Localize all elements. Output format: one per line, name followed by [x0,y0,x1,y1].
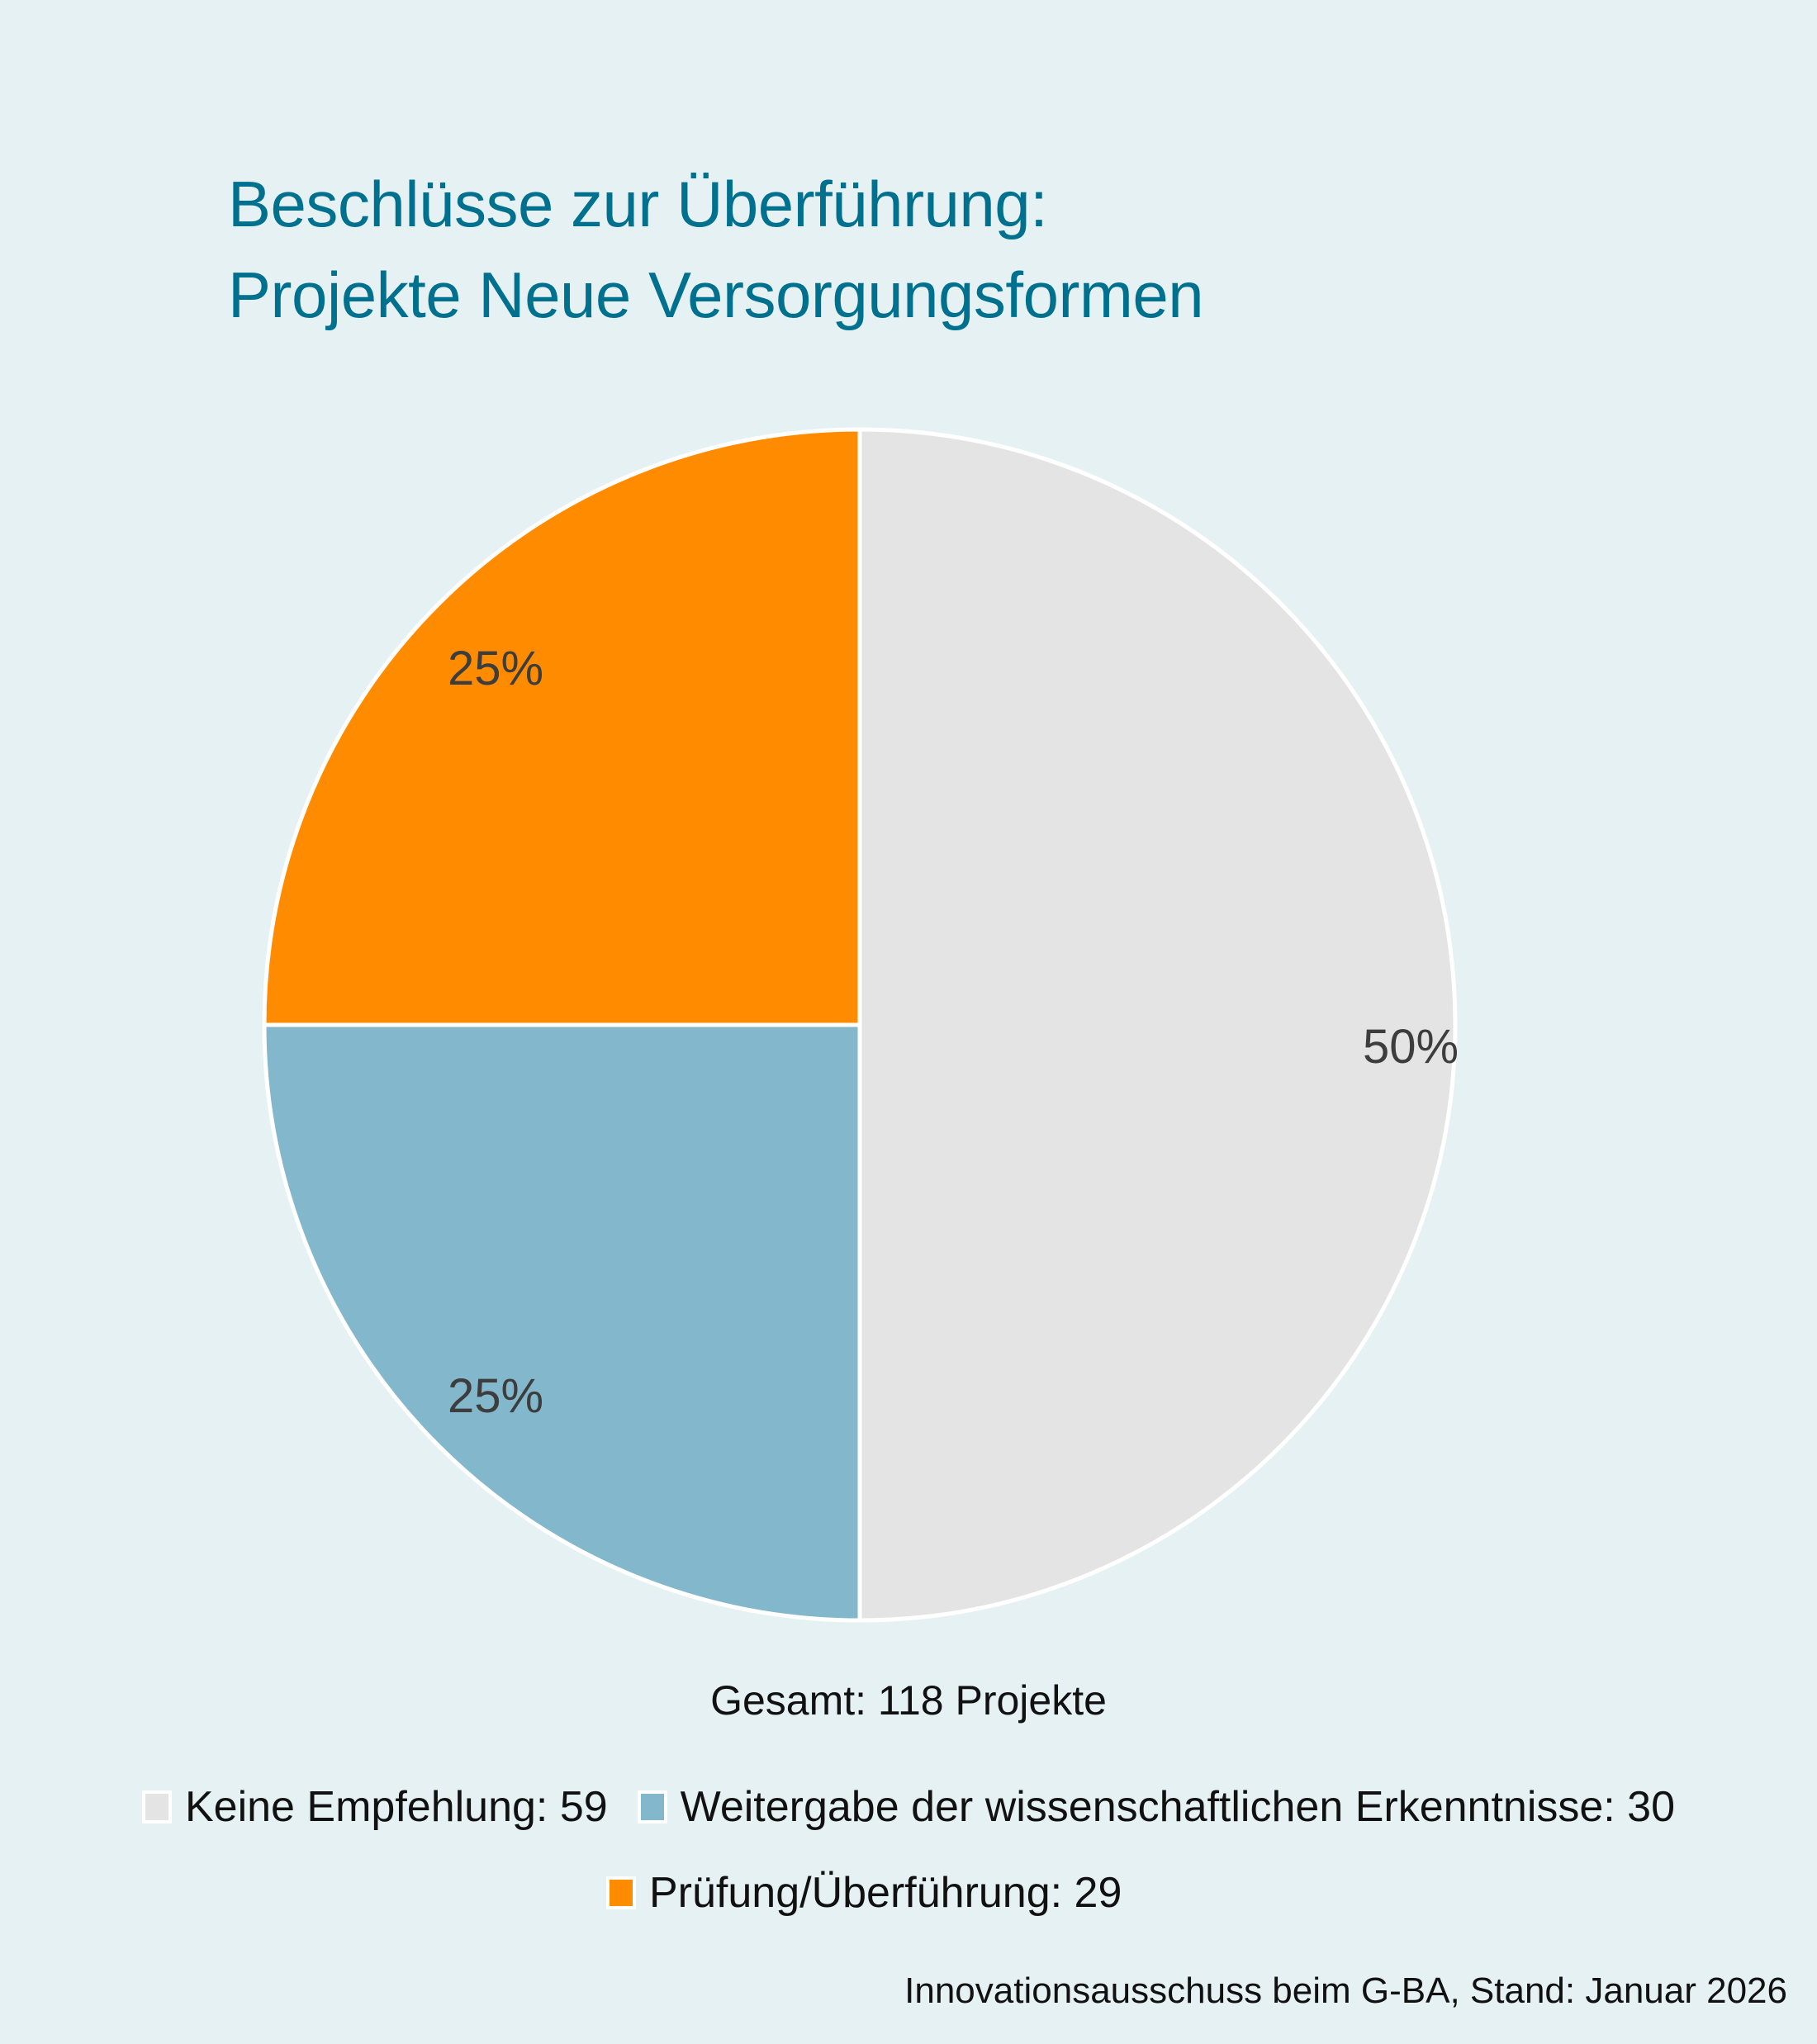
legend-swatch-grey [141,1790,172,1823]
chart-title-line-1: Beschlüsse zur Überführung: [228,168,1048,240]
slice-pruefung[interactable] [262,427,862,1027]
slice-weitergabe[interactable] [262,1022,862,1623]
legend-item-keine-empfehlung[interactable]: Keine Empfehlung: 59 [141,1782,608,1832]
source-note: Innovationsausschuss beim G-BA, Stand: J… [904,1970,1787,2011]
legend-item-weitergabe[interactable]: Weitergabe der wissenschaftlichen Erkenn… [637,1782,1676,1832]
total-projects-label: Gesamt: 118 Projekte [710,1677,1107,1724]
legend-label: Prüfung/Überführung: 29 [649,1869,1122,1917]
legend-row-2: Prüfung/Überführung: 29 [0,1868,1817,1918]
slice-label-pruefung: 25% [448,642,543,695]
chart-title: Beschlüsse zur Überführung: Projekte Neu… [228,159,1204,340]
legend-row-1: Keine Empfehlung: 59 Weitergabe der wiss… [0,1782,1817,1832]
legend-swatch-blue [637,1790,667,1823]
legend-label: Weitergabe der wissenschaftlichen Erkenn… [680,1783,1676,1831]
chart-title-line-2: Projekte Neue Versorgungsformen [228,258,1204,331]
legend-label: Keine Empfehlung: 59 [184,1783,608,1831]
legend-item-pruefung[interactable]: Prüfung/Überführung: 29 [606,1868,1122,1918]
slice-label-weitergabe: 25% [448,1369,543,1423]
slice-label-keine: 50% [1363,1020,1459,1074]
slice-keine-empfehlung[interactable] [857,427,1458,1623]
legend-swatch-orange [606,1876,636,1909]
